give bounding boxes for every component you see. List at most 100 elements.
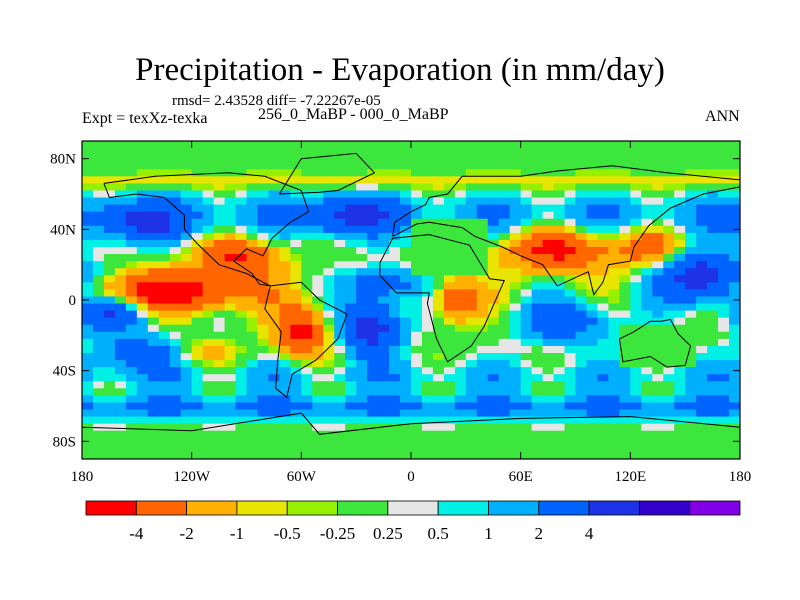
field-cell [191,353,204,361]
field-cell [367,176,379,184]
field-cell [498,444,511,453]
field-cell [663,388,675,396]
field-cell [465,268,478,276]
field-cell [663,275,675,283]
field-cell [454,402,467,411]
field-cell [125,197,138,206]
field-cell [202,296,215,305]
field-cell [652,275,664,283]
field-cell [334,183,346,192]
field-cell [411,430,423,439]
field-cell [125,353,138,361]
field-cell [597,296,609,305]
field-cell [147,211,160,220]
field-cell [125,239,138,248]
field-cell [487,360,500,368]
field-cell [729,218,740,227]
field-cell [158,282,171,290]
field-cell [674,289,686,298]
field-cell [191,310,204,319]
field-cell [520,176,533,184]
field-cell [312,289,324,298]
field-cell [443,388,456,396]
field-cell [707,423,719,432]
field-cell [114,289,127,298]
field-cell [411,345,423,354]
field-cell [454,423,467,432]
field-cell [509,176,522,184]
field-cell [630,275,642,283]
field-cell [202,353,215,361]
field-cell [707,317,719,326]
field-cell [191,381,204,389]
field-cell [575,190,588,199]
field-cell [531,155,544,163]
field-cell [641,254,653,262]
field-cell [367,367,379,375]
field-cell [509,190,522,199]
field-cell [432,402,445,411]
field-cell [345,218,357,227]
field-cell [443,204,456,213]
field-cell [323,430,335,439]
field-cell [641,211,653,220]
field-cell [213,197,226,206]
field-cell [246,444,259,453]
field-cell [421,409,434,418]
field-cell [707,275,719,283]
field-cell [147,225,160,234]
field-cell [663,444,675,453]
field-cell [356,451,368,459]
field-cell [92,345,105,354]
field-cell [114,310,127,319]
field-cell [476,409,489,418]
field-cell [674,176,686,184]
field-cell [147,374,160,382]
field-cell [630,190,642,199]
field-cell [575,367,588,375]
field-cell [421,225,434,234]
field-cell [487,141,500,149]
field-cell [432,197,445,206]
field-cell [400,451,412,459]
field-cell [564,451,577,459]
field-cell [345,169,357,177]
field-cell [92,289,105,298]
field-cell [103,296,116,305]
field-cell [531,261,544,269]
field-cell [103,303,116,312]
field-cell [454,444,467,453]
field-cell [432,296,445,305]
field-cell [674,345,686,354]
field-cell [290,423,302,432]
field-cell [147,190,160,199]
field-cell [169,331,182,340]
field-cell [729,232,740,241]
field-cell [92,176,105,184]
field-cell [389,282,401,290]
field-cell [608,402,620,411]
field-cell [367,141,379,149]
field-cell [378,232,390,241]
field-cell [718,437,730,446]
field-cell [465,261,478,269]
field-cell [509,310,522,319]
field-cell [400,148,412,156]
field-cell [213,190,226,199]
season-label: ANN [705,108,740,125]
field-cell [290,345,302,354]
field-cell [257,444,270,453]
field-cell [356,254,368,262]
field-cell [180,303,193,312]
field-cell [400,197,412,206]
field-cell [246,395,259,404]
field-cell [246,141,259,149]
field-cell [432,416,445,425]
field-cell [575,345,588,354]
y-tick-label: 80N [50,152,76,168]
field-cell [323,296,335,305]
field-cell [597,430,609,439]
field-cell [268,444,280,453]
field-cell [411,423,423,432]
field-cell [685,437,697,446]
